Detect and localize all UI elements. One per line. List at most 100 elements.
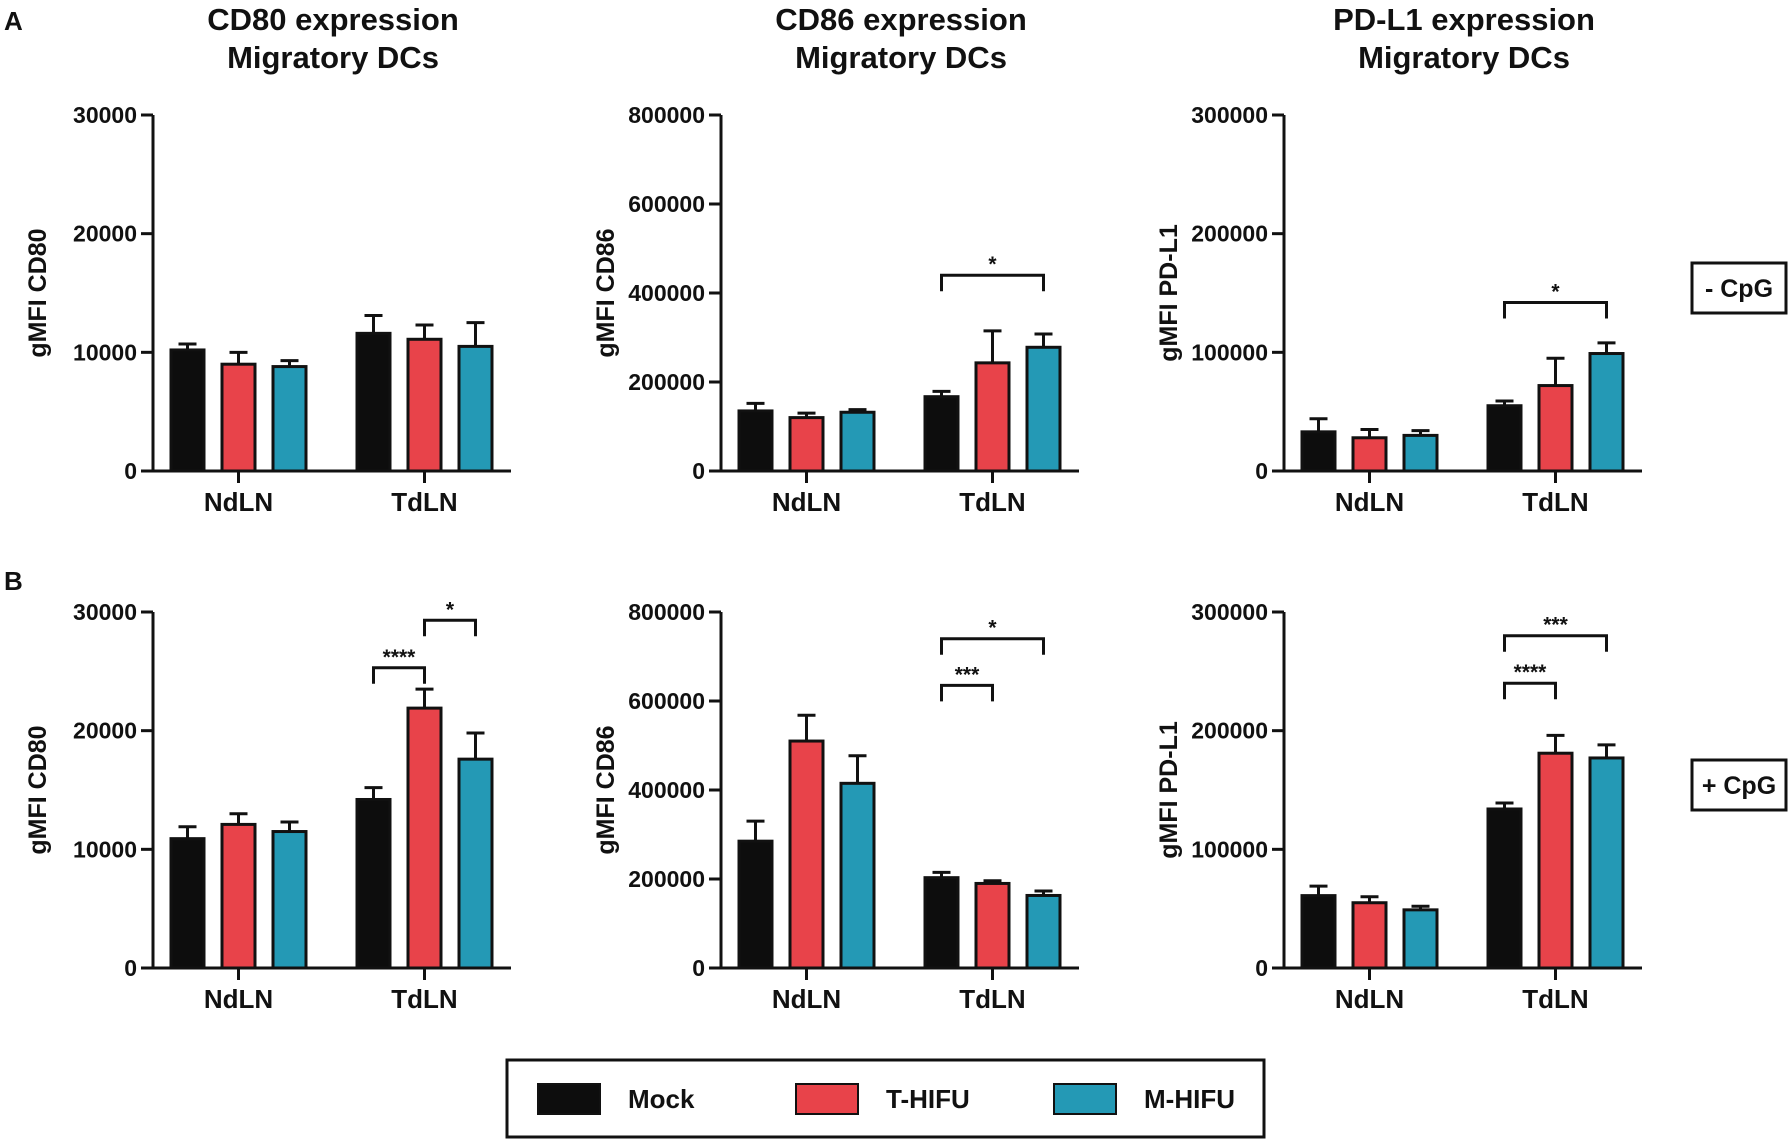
x-category-label: TdLN xyxy=(1522,487,1588,517)
y-tick-label: 300000 xyxy=(1191,102,1268,128)
y-tick-label: 100000 xyxy=(1191,836,1268,862)
y-tick-label: 200000 xyxy=(628,369,705,395)
y-axis-label: gMFI PD-L1 xyxy=(1155,721,1183,859)
significance-bracket xyxy=(372,666,426,684)
x-category-label: NdLN xyxy=(204,487,273,517)
bar-t-hifu-ndln xyxy=(1351,901,1388,970)
bar-m-hifu-tdln xyxy=(457,344,494,473)
bar-m-hifu-tdln xyxy=(1025,893,1062,970)
significance-bracket xyxy=(423,618,477,637)
y-tick-label: 0 xyxy=(1255,458,1268,484)
significance-label: * xyxy=(1551,280,1560,303)
bar-mock-ndln xyxy=(737,839,774,970)
y-tick-label: 200000 xyxy=(1191,718,1268,744)
significance-label: **** xyxy=(383,646,417,669)
chart-title-line-2: Migratory DCs xyxy=(795,40,1007,75)
x-category-label: NdLN xyxy=(772,984,841,1014)
bar-m-hifu-ndln xyxy=(1402,433,1439,473)
significance-bracket xyxy=(940,637,1045,655)
significance-label: *** xyxy=(955,663,980,686)
y-tick-label: 400000 xyxy=(628,280,705,306)
legend-item-t-hifu: T-HIFU xyxy=(795,1083,970,1115)
chart-title-line-2: Migratory DCs xyxy=(227,40,439,75)
bar-m-hifu-tdln xyxy=(457,757,494,970)
bar-t-hifu-tdln xyxy=(974,361,1011,473)
legend-swatch-m-hifu xyxy=(1053,1083,1117,1115)
bar-mock-ndln xyxy=(1300,894,1337,970)
bar-m-hifu-ndln xyxy=(271,365,308,473)
chart-title-line-1: CD80 expression xyxy=(207,2,459,37)
x-category-label: NdLN xyxy=(772,487,841,517)
y-tick-label: 800000 xyxy=(628,599,705,625)
bar-mock-tdln xyxy=(355,331,392,473)
significance-label: * xyxy=(446,598,455,621)
legend: Mock T-HIFU M-HIFU xyxy=(505,1058,1266,1139)
y-tick-label: 400000 xyxy=(628,777,705,803)
y-tick-label: 30000 xyxy=(73,102,137,128)
y-axis-label: gMFI PD-L1 xyxy=(1155,224,1183,362)
x-category-label: TdLN xyxy=(959,984,1025,1014)
x-category-label: TdLN xyxy=(391,487,457,517)
panel-letter-a: A xyxy=(4,6,23,36)
y-tick-label: 600000 xyxy=(628,191,705,217)
legend-swatch-t-hifu xyxy=(795,1083,859,1115)
condition-text-minus-cpg: - CpG xyxy=(1705,275,1773,303)
significance-label: * xyxy=(988,253,997,276)
y-tick-label: 200000 xyxy=(628,866,705,892)
bar-m-hifu-ndln xyxy=(839,781,876,970)
legend-item-mock: Mock xyxy=(537,1083,695,1115)
bar-m-hifu-tdln xyxy=(1588,352,1625,473)
x-category-label: TdLN xyxy=(391,984,457,1014)
bar-m-hifu-tdln xyxy=(1588,756,1625,970)
x-category-label: TdLN xyxy=(1522,984,1588,1014)
y-axis-label: gMFI CD86 xyxy=(592,228,620,357)
chart-5: 0 200000 400000 600000 800000 gMFI CD86 NdLN Td… xyxy=(592,599,1079,1014)
bar-mock-ndln xyxy=(1300,430,1337,473)
y-axis-label: gMFI CD86 xyxy=(592,725,620,854)
condition-label-minus-cpg: - CpG xyxy=(1690,261,1788,315)
x-category-label: TdLN xyxy=(959,487,1025,517)
bar-mock-ndln xyxy=(737,409,774,473)
bar-t-hifu-ndln xyxy=(788,416,825,473)
bar-m-hifu-ndln xyxy=(839,410,876,473)
bar-mock-tdln xyxy=(923,395,960,473)
significance-label: **** xyxy=(1514,661,1548,684)
bar-mock-ndln xyxy=(169,837,206,970)
bar-t-hifu-ndln xyxy=(788,739,825,970)
legend-label-t-hifu: T-HIFU xyxy=(886,1084,970,1114)
significance-bracket xyxy=(1503,634,1608,652)
bar-mock-tdln xyxy=(1486,404,1523,473)
y-tick-label: 600000 xyxy=(628,688,705,714)
y-tick-label: 30000 xyxy=(73,599,137,625)
legend-swatch-mock xyxy=(537,1083,601,1115)
significance-bracket xyxy=(940,683,994,702)
chart-title-line-1: PD-L1 expression xyxy=(1333,2,1595,37)
bar-mock-tdln xyxy=(923,876,960,970)
legend-item-m-hifu: M-HIFU xyxy=(1053,1083,1235,1115)
bar-t-hifu-ndln xyxy=(1351,436,1388,473)
bar-m-hifu-ndln xyxy=(271,830,308,970)
bar-mock-tdln xyxy=(1486,807,1523,970)
y-tick-label: 10000 xyxy=(73,836,137,862)
bar-t-hifu-tdln xyxy=(974,881,1011,970)
y-tick-label: 0 xyxy=(692,955,705,981)
bar-t-hifu-tdln xyxy=(1537,384,1574,473)
y-tick-label: 200000 xyxy=(1191,221,1268,247)
y-tick-label: 100000 xyxy=(1191,339,1268,365)
y-tick-label: 10000 xyxy=(73,339,137,365)
chart-title-line-1: CD86 expression xyxy=(775,2,1027,37)
y-axis-label: gMFI CD80 xyxy=(24,725,52,854)
bar-t-hifu-tdln xyxy=(1537,751,1574,970)
x-category-label: NdLN xyxy=(1335,487,1404,517)
legend-label-m-hifu: M-HIFU xyxy=(1144,1084,1235,1114)
y-tick-label: 0 xyxy=(692,458,705,484)
panel-letter-b: B xyxy=(4,566,23,596)
y-tick-label: 0 xyxy=(124,458,137,484)
bar-mock-ndln xyxy=(169,348,206,473)
